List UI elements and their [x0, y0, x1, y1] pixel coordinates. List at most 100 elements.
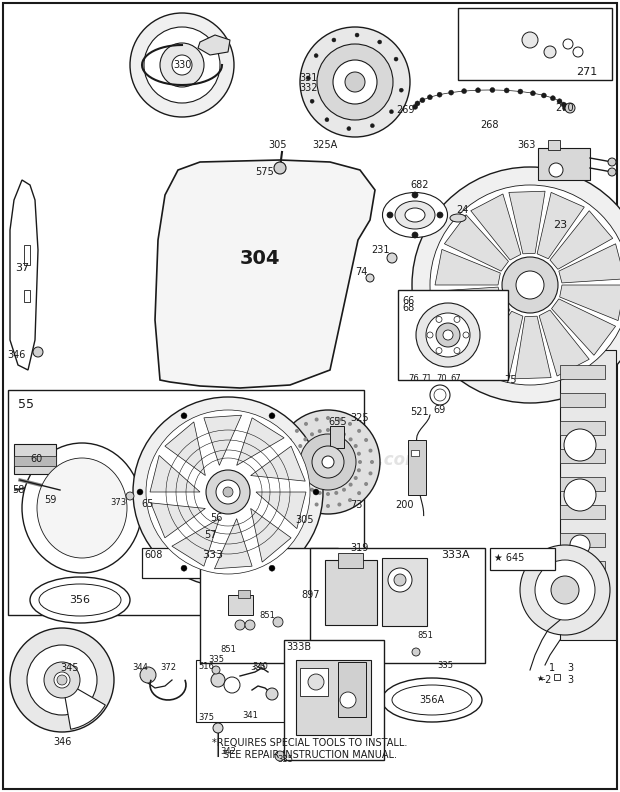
Text: 269: 269	[397, 105, 415, 115]
Text: 851: 851	[259, 611, 275, 619]
Circle shape	[288, 482, 292, 486]
Circle shape	[449, 90, 454, 95]
Circle shape	[276, 410, 380, 514]
Circle shape	[476, 88, 480, 93]
Circle shape	[181, 413, 187, 419]
Text: 1: 1	[549, 663, 555, 673]
Circle shape	[295, 451, 299, 455]
Polygon shape	[559, 244, 620, 283]
Circle shape	[317, 44, 393, 120]
Circle shape	[295, 491, 299, 495]
Circle shape	[317, 444, 321, 448]
Text: 341: 341	[242, 711, 258, 721]
Circle shape	[304, 498, 308, 502]
Circle shape	[298, 476, 303, 480]
Bar	[411, 450, 419, 456]
Circle shape	[326, 428, 330, 432]
Circle shape	[288, 438, 292, 442]
Circle shape	[370, 124, 374, 128]
Polygon shape	[155, 476, 168, 490]
Ellipse shape	[383, 192, 448, 238]
Text: 66: 66	[402, 296, 414, 306]
Text: −2: −2	[538, 675, 552, 685]
Circle shape	[317, 429, 322, 433]
Circle shape	[216, 480, 240, 504]
Circle shape	[172, 55, 192, 75]
Bar	[560, 533, 605, 547]
Text: 575: 575	[255, 167, 275, 177]
Circle shape	[413, 105, 418, 109]
Circle shape	[434, 389, 446, 401]
Circle shape	[146, 410, 310, 574]
Circle shape	[311, 469, 314, 473]
Text: 851: 851	[417, 631, 433, 641]
Circle shape	[394, 574, 406, 586]
Ellipse shape	[450, 214, 466, 222]
Circle shape	[342, 488, 346, 492]
Bar	[490, 548, 555, 570]
Text: 345: 345	[61, 663, 79, 673]
Circle shape	[357, 468, 361, 472]
Circle shape	[343, 465, 347, 469]
Text: 57: 57	[204, 530, 216, 540]
Circle shape	[522, 32, 538, 48]
Circle shape	[412, 192, 418, 198]
Bar	[14, 456, 56, 466]
Circle shape	[416, 303, 480, 367]
Circle shape	[368, 471, 373, 475]
Circle shape	[330, 443, 335, 447]
Circle shape	[565, 103, 575, 113]
Bar	[300, 668, 328, 696]
Circle shape	[213, 723, 223, 733]
Circle shape	[366, 274, 374, 282]
Circle shape	[504, 88, 509, 93]
Text: 71: 71	[422, 374, 432, 383]
Polygon shape	[560, 285, 620, 321]
Text: 346: 346	[53, 737, 71, 747]
Bar	[8, 390, 364, 615]
Polygon shape	[550, 211, 613, 269]
Polygon shape	[10, 180, 38, 370]
Circle shape	[437, 212, 443, 218]
Circle shape	[518, 89, 523, 94]
Wedge shape	[62, 680, 105, 729]
Circle shape	[306, 76, 310, 80]
Circle shape	[516, 271, 544, 299]
Circle shape	[321, 443, 326, 447]
Circle shape	[235, 620, 245, 630]
Text: 655: 655	[329, 417, 347, 427]
Circle shape	[430, 185, 620, 385]
Ellipse shape	[30, 577, 130, 623]
Circle shape	[308, 674, 324, 690]
Circle shape	[412, 232, 418, 238]
Polygon shape	[172, 519, 219, 566]
Text: 75: 75	[503, 375, 516, 385]
Ellipse shape	[382, 678, 482, 722]
Bar	[284, 640, 384, 760]
Polygon shape	[552, 299, 616, 356]
Circle shape	[312, 446, 344, 478]
Circle shape	[304, 422, 308, 426]
Text: 73: 73	[350, 500, 362, 510]
Circle shape	[313, 447, 317, 451]
Circle shape	[354, 476, 358, 480]
Bar	[142, 548, 222, 578]
Bar	[560, 393, 605, 407]
Text: 346: 346	[7, 350, 25, 360]
Circle shape	[530, 91, 536, 96]
Circle shape	[266, 688, 278, 700]
Text: 356: 356	[69, 595, 91, 605]
Circle shape	[326, 478, 330, 482]
Text: *REQUIRES SPECIAL TOOLS TO INSTALL.
SEE REPAIR INSTRUCTION MANUAL.: *REQUIRES SPECIAL TOOLS TO INSTALL. SEE …	[212, 738, 408, 760]
Text: ★ 645: ★ 645	[494, 553, 525, 563]
Circle shape	[389, 109, 394, 114]
Circle shape	[234, 554, 242, 562]
Circle shape	[551, 96, 556, 101]
Circle shape	[313, 489, 319, 495]
Circle shape	[114, 490, 122, 498]
Text: 305: 305	[296, 515, 314, 525]
Circle shape	[342, 469, 345, 473]
Circle shape	[294, 460, 298, 464]
Circle shape	[273, 617, 283, 627]
Text: 37: 37	[15, 263, 29, 273]
